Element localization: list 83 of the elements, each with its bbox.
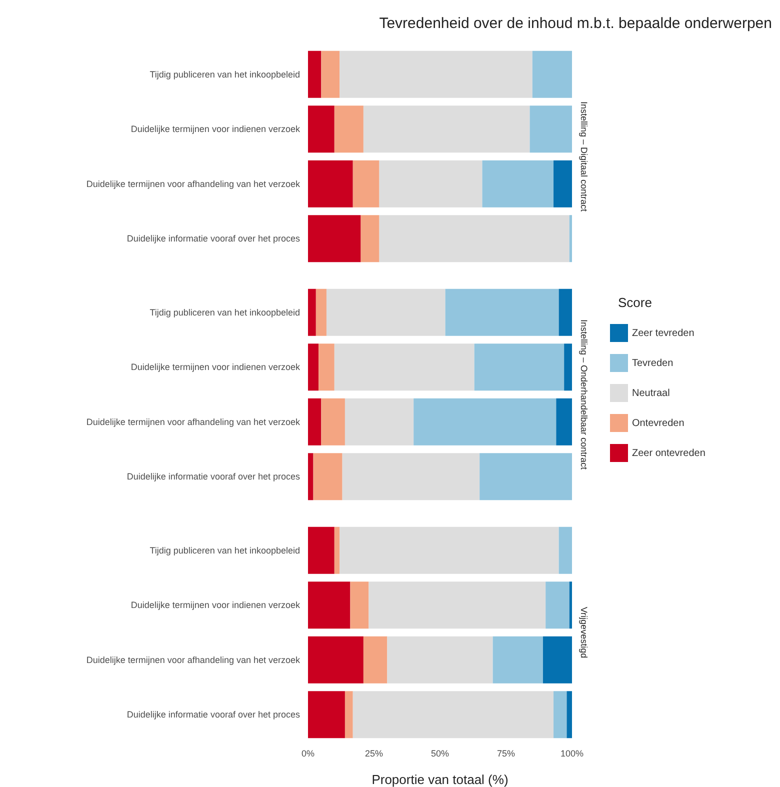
bar <box>474 344 564 391</box>
bar <box>566 691 572 738</box>
y-tick-label: Tijdig publiceren van het inkoopbeleid <box>150 69 300 80</box>
bar <box>350 582 369 629</box>
bar <box>558 526 572 574</box>
bar <box>546 582 570 629</box>
bar <box>379 160 482 208</box>
legend-label: Tevreden <box>632 358 674 369</box>
bar <box>308 453 314 500</box>
bar <box>554 691 567 738</box>
y-tick-label: Tijdig publiceren van het inkoopbeleid <box>150 545 300 556</box>
bar <box>530 106 572 153</box>
bar <box>308 398 322 446</box>
bar <box>532 50 572 98</box>
bar <box>334 106 364 153</box>
bar <box>342 453 480 500</box>
bar <box>308 344 319 391</box>
bar <box>352 160 380 208</box>
bar <box>480 453 572 500</box>
bar <box>569 582 572 629</box>
y2-axis-title: Instelling – Digitaal contract <box>578 101 589 212</box>
bar <box>554 160 572 208</box>
y-tick-label: Duidelijke termijnen voor indienen verzoek <box>130 362 300 372</box>
x-tick-label: 100% <box>560 748 584 758</box>
bar <box>308 215 361 262</box>
bar <box>308 160 353 208</box>
y-tick-label: Duidelijke termijnen voor afhandeling van het verzoek <box>86 178 300 189</box>
bar <box>313 453 342 500</box>
bar <box>556 398 572 446</box>
legend-label: Zeer tevreden <box>632 328 694 339</box>
bar <box>368 582 546 629</box>
bar <box>308 106 334 153</box>
legend-label: Ontevreden <box>632 418 684 429</box>
bar <box>344 398 414 446</box>
bar <box>340 50 532 98</box>
bar <box>558 288 572 336</box>
bar <box>308 526 334 574</box>
y2-axis-title: Vrijgevestigd <box>578 606 589 658</box>
bar <box>482 160 554 208</box>
bar <box>352 691 554 738</box>
legend-label: Neutraal <box>632 388 670 399</box>
bar <box>326 288 446 336</box>
bar <box>492 636 543 684</box>
legend-label: Zeer ontevreden <box>632 448 706 459</box>
x-axis-title: Proportie van totaal (%) <box>372 772 508 787</box>
bar <box>318 344 334 391</box>
bar <box>569 215 572 262</box>
x-tick-label: 0% <box>301 748 315 758</box>
y-tick-label: Duidelijke termijnen voor indienen verzoek <box>130 124 300 134</box>
bar <box>321 50 340 98</box>
bar <box>564 344 572 391</box>
bar <box>334 526 340 574</box>
bar <box>340 526 559 574</box>
y2-axis-title: Instelling – Onderhandelbaar contract <box>578 319 589 470</box>
bar <box>379 215 570 262</box>
bar <box>308 691 345 738</box>
x-tick-label: 50% <box>430 748 450 758</box>
bar <box>360 215 380 262</box>
bar <box>308 50 322 98</box>
chart-title: Tevredenheid over de inhoud m.b.t. bepaalde onderwerpen <box>379 14 772 32</box>
y-tick-label: Duidelijke informatie vooraf over het proces <box>126 710 300 720</box>
y-tick-label: Duidelijke termijnen voor indienen verzoek <box>130 600 300 610</box>
bar <box>445 288 559 336</box>
bar <box>542 636 572 684</box>
bar <box>414 398 556 446</box>
x-tick-label: 25% <box>364 748 384 758</box>
y-tick-label: Tijdig publiceren van het inkoopbeleid <box>150 307 300 318</box>
y-tick-label: Duidelijke termijnen voor afhandeling van het verzoek <box>86 416 300 427</box>
bar <box>334 344 474 391</box>
bar <box>316 288 326 336</box>
y-tick-label: Duidelijke termijnen voor afhandeling van het verzoek <box>86 654 300 665</box>
bar <box>363 636 388 684</box>
legend-title: Score <box>618 295 652 310</box>
bar <box>344 691 353 738</box>
y-tick-label: Duidelijke informatie vooraf over het proces <box>126 472 300 482</box>
bar <box>308 288 316 336</box>
bar <box>308 582 350 629</box>
bar <box>308 636 364 684</box>
bar <box>387 636 493 684</box>
y-tick-label: Duidelijke informatie vooraf over het proces <box>126 234 300 244</box>
bar <box>321 398 345 446</box>
x-tick-label: 75% <box>496 748 516 758</box>
bar <box>363 106 530 153</box>
